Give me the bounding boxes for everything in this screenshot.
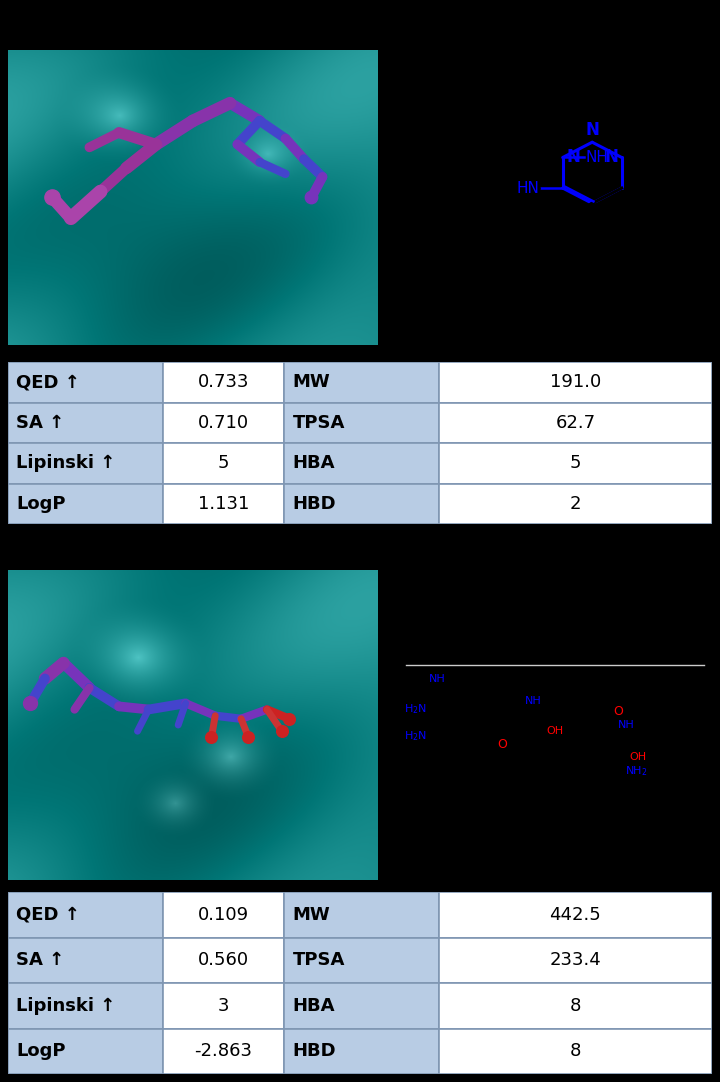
FancyBboxPatch shape [439,403,712,443]
FancyBboxPatch shape [163,403,284,443]
FancyBboxPatch shape [284,892,439,937]
Text: Lipinski ↑: Lipinski ↑ [17,997,116,1015]
Text: 0.733: 0.733 [198,373,249,392]
FancyBboxPatch shape [8,443,163,484]
Text: 5: 5 [217,454,229,472]
FancyBboxPatch shape [439,362,712,403]
Text: 8: 8 [570,1042,581,1060]
FancyBboxPatch shape [439,443,712,484]
Text: Lipinski ↑: Lipinski ↑ [17,454,116,472]
Text: 2: 2 [570,494,581,513]
Text: TPSA: TPSA [292,951,345,969]
Text: 1.131: 1.131 [198,494,249,513]
FancyBboxPatch shape [8,403,163,443]
Text: HBD: HBD [292,494,336,513]
FancyBboxPatch shape [284,984,439,1029]
Point [24,695,36,712]
Text: MW: MW [292,373,330,392]
Text: OH: OH [629,752,646,763]
Text: HBA: HBA [292,997,335,1015]
Text: HBA: HBA [292,454,335,472]
Text: QED ↑: QED ↑ [17,906,81,924]
FancyBboxPatch shape [8,1029,163,1074]
FancyBboxPatch shape [8,984,163,1029]
FancyBboxPatch shape [163,443,284,484]
Text: 62.7: 62.7 [555,413,595,432]
Point [276,723,287,740]
Text: HBD: HBD [292,1042,336,1060]
Text: N: N [567,148,580,167]
Text: 233.4: 233.4 [549,951,601,969]
FancyBboxPatch shape [8,362,163,403]
Text: -2.863: -2.863 [194,1042,253,1060]
FancyBboxPatch shape [8,937,163,984]
FancyBboxPatch shape [284,484,439,524]
Text: 0.109: 0.109 [198,906,249,924]
Text: 442.5: 442.5 [549,906,601,924]
Text: SA ↑: SA ↑ [17,951,65,969]
Text: @H]1C(=O)O)C(=N)N: @H]1C(=O)O)C(=N)N [409,638,580,656]
Text: O: O [613,704,623,717]
Text: QED ↑: QED ↑ [17,373,81,392]
Text: LogP: LogP [17,494,66,513]
Text: 0.710: 0.710 [198,413,249,432]
Text: TPSA: TPSA [292,413,345,432]
Text: NH: NH [586,150,609,164]
Text: HN: HN [516,181,539,196]
Text: OH: OH [546,726,564,736]
Text: 191.0: 191.0 [550,373,601,392]
FancyBboxPatch shape [163,484,284,524]
Text: NH$_2$: NH$_2$ [625,764,647,778]
FancyBboxPatch shape [284,443,439,484]
Text: MW: MW [292,906,330,924]
FancyBboxPatch shape [284,362,439,403]
Text: H$_2$N: H$_2$N [404,729,427,743]
FancyBboxPatch shape [439,484,712,524]
FancyBboxPatch shape [163,892,284,937]
Text: NH: NH [429,673,446,684]
Text: C@@|(N)(O)NC2=O)O[C@: C@@|(N)(O)NC2=O)O[C@ [409,617,609,635]
FancyBboxPatch shape [163,1029,284,1074]
Text: NH: NH [525,696,541,705]
FancyBboxPatch shape [163,984,284,1029]
FancyBboxPatch shape [439,892,712,937]
FancyBboxPatch shape [284,403,439,443]
FancyBboxPatch shape [439,984,712,1029]
Text: LogP: LogP [17,1042,66,1060]
Text: H$_2$N: H$_2$N [404,702,427,715]
Text: N: N [585,121,599,138]
Point [284,710,295,727]
Text: 8: 8 [570,997,581,1015]
Point [305,189,317,207]
Text: NH: NH [618,720,634,729]
Text: 3: 3 [217,997,229,1015]
FancyBboxPatch shape [439,937,712,984]
FancyBboxPatch shape [163,937,284,984]
Text: N: N [604,148,618,167]
FancyBboxPatch shape [284,937,439,984]
Text: 5: 5 [570,454,581,472]
FancyBboxPatch shape [284,1029,439,1074]
FancyBboxPatch shape [8,484,163,524]
Text: 0.560: 0.560 [198,951,249,969]
Point [206,729,217,747]
Text: SA ↑: SA ↑ [17,413,65,432]
Point [47,189,58,207]
FancyBboxPatch shape [163,362,284,403]
FancyBboxPatch shape [439,1029,712,1074]
FancyBboxPatch shape [8,892,163,937]
Text: O: O [498,738,507,751]
Point [243,729,254,747]
